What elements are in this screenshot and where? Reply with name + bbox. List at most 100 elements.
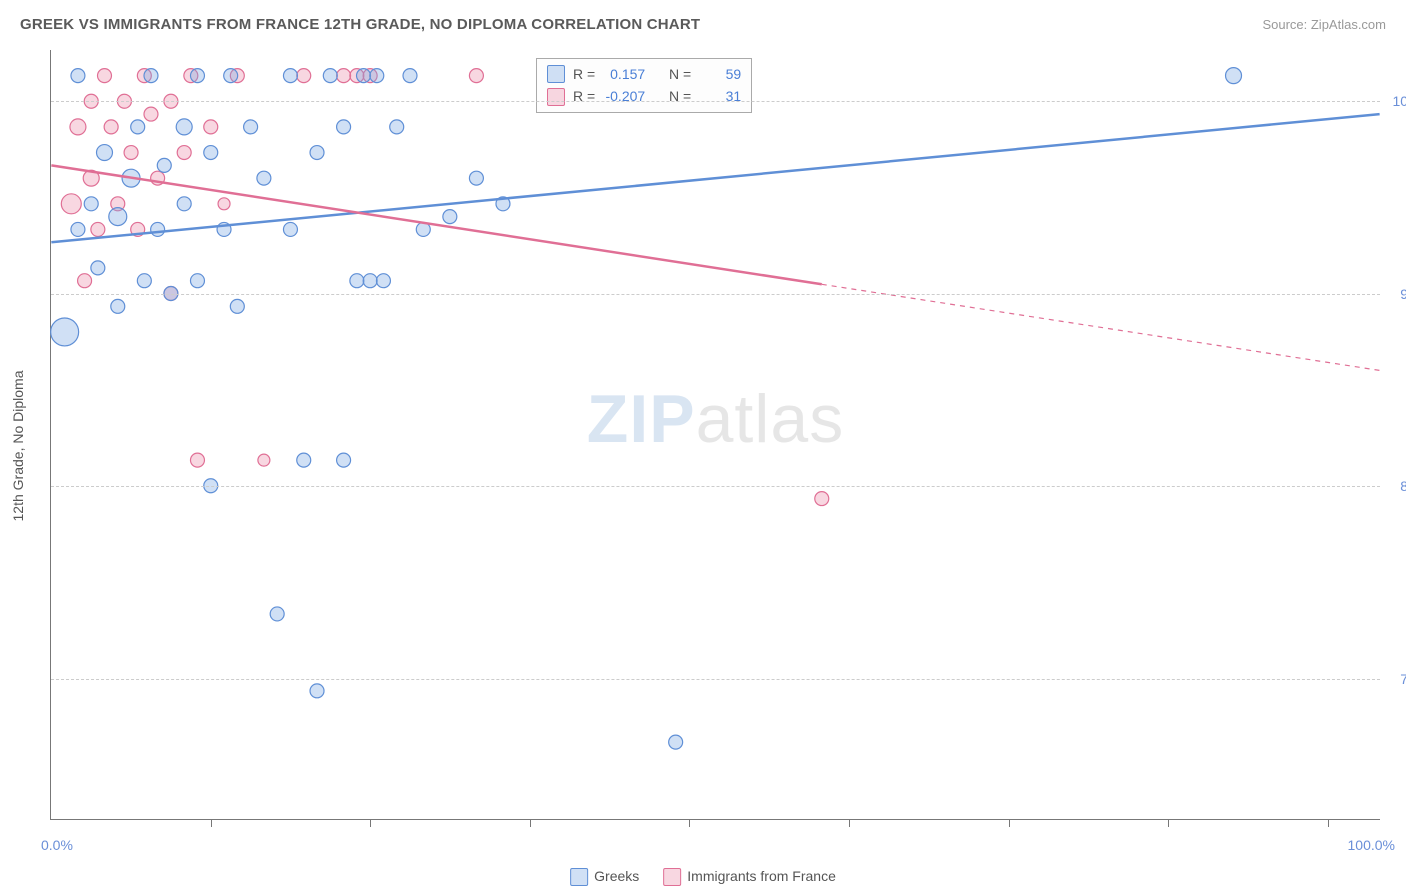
legend-item-greeks: Greeks	[570, 868, 639, 886]
scatter-point	[71, 222, 85, 236]
y-tick-label: 77.5%	[1385, 671, 1406, 687]
scatter-point	[310, 684, 324, 698]
n-value: 59	[699, 63, 741, 85]
legend-item-france: Immigrants from France	[663, 868, 836, 886]
source-label: Source:	[1262, 17, 1310, 32]
r-value: -0.207	[603, 85, 645, 107]
x-tick	[1009, 819, 1010, 827]
stats-swatch-icon	[547, 88, 565, 106]
scatter-point	[104, 120, 118, 134]
scatter-point	[283, 69, 297, 83]
scatter-point	[337, 120, 351, 134]
scatter-point	[337, 69, 351, 83]
scatter-point	[137, 274, 151, 288]
scatter-point	[190, 69, 204, 83]
scatter-point	[350, 274, 364, 288]
legend-label: Greeks	[594, 868, 639, 884]
scatter-point	[323, 69, 337, 83]
chart-title: GREEK VS IMMIGRANTS FROM FRANCE 12TH GRA…	[20, 16, 700, 33]
scatter-point	[1226, 68, 1242, 84]
legend-label: Immigrants from France	[687, 868, 836, 884]
source-name: ZipAtlas.com	[1311, 17, 1386, 32]
scatter-point	[151, 222, 165, 236]
bottom-legend: Greeks Immigrants from France	[570, 868, 836, 886]
scatter-point	[70, 119, 86, 135]
x-tick	[849, 819, 850, 827]
scatter-point	[244, 120, 258, 134]
chart-svg	[51, 50, 1380, 819]
x-tick	[1168, 819, 1169, 827]
r-label: R =	[573, 85, 595, 107]
n-label: N =	[669, 85, 691, 107]
x-axis-min: 0.0%	[41, 837, 73, 853]
scatter-point	[109, 208, 127, 226]
scatter-point	[297, 453, 311, 467]
scatter-point	[403, 69, 417, 83]
r-value: 0.157	[603, 63, 645, 85]
scatter-point	[144, 107, 158, 121]
gridline	[51, 294, 1380, 295]
y-tick-label: 100.0%	[1385, 93, 1406, 109]
correlation-stats-box: R = 0.157 N = 59 R = -0.207 N = 31	[536, 58, 752, 113]
chart-plot-area: ZIPatlas R =0.157 N =59R =-0.207 N =31 0…	[50, 50, 1380, 820]
x-tick	[1328, 819, 1329, 827]
scatter-point	[71, 69, 85, 83]
scatter-point	[111, 299, 125, 313]
scatter-point	[91, 222, 105, 236]
scatter-point	[443, 210, 457, 224]
scatter-point	[190, 274, 204, 288]
x-tick	[689, 819, 690, 827]
scatter-point	[204, 120, 218, 134]
scatter-point	[124, 146, 138, 160]
scatter-point	[51, 318, 79, 346]
x-tick	[211, 819, 212, 827]
scatter-point	[815, 492, 829, 506]
scatter-point	[177, 197, 191, 211]
trend-line	[51, 165, 821, 284]
scatter-point	[469, 69, 483, 83]
gridline	[51, 679, 1380, 680]
legend-swatch-icon	[663, 868, 681, 886]
scatter-point	[390, 120, 404, 134]
scatter-point	[78, 274, 92, 288]
x-tick	[530, 819, 531, 827]
scatter-point	[669, 735, 683, 749]
scatter-point	[310, 146, 324, 160]
scatter-point	[297, 69, 311, 83]
trend-line	[822, 284, 1380, 370]
stats-row-greeks: R = 0.157 N = 59	[547, 63, 741, 85]
n-value: 31	[699, 85, 741, 107]
scatter-point	[469, 171, 483, 185]
chart-header: GREEK VS IMMIGRANTS FROM FRANCE 12TH GRA…	[0, 0, 1406, 40]
stats-swatch-icon	[547, 65, 565, 83]
r-label: R =	[573, 63, 595, 85]
legend-swatch-icon	[570, 868, 588, 886]
y-axis-label: 12th Grade, No Diploma	[10, 371, 26, 522]
scatter-point	[258, 454, 270, 466]
scatter-point	[370, 69, 384, 83]
gridline	[51, 486, 1380, 487]
scatter-point	[376, 274, 390, 288]
scatter-point	[157, 158, 171, 172]
gridline	[51, 101, 1380, 102]
stats-row-france: R = -0.207 N = 31	[547, 85, 741, 107]
scatter-point	[144, 69, 158, 83]
scatter-point	[224, 69, 238, 83]
n-label: N =	[669, 63, 691, 85]
scatter-point	[230, 299, 244, 313]
scatter-point	[363, 274, 377, 288]
scatter-point	[337, 453, 351, 467]
source-attribution: Source: ZipAtlas.com	[1262, 17, 1386, 32]
scatter-point	[61, 194, 81, 214]
scatter-point	[357, 69, 371, 83]
y-tick-label: 85.0%	[1385, 478, 1406, 494]
scatter-point	[84, 197, 98, 211]
x-axis-max: 100.0%	[1348, 837, 1395, 853]
scatter-point	[177, 146, 191, 160]
scatter-point	[98, 69, 112, 83]
scatter-point	[204, 146, 218, 160]
scatter-point	[176, 119, 192, 135]
y-tick-label: 92.5%	[1385, 286, 1406, 302]
scatter-point	[97, 145, 113, 161]
x-tick	[370, 819, 371, 827]
